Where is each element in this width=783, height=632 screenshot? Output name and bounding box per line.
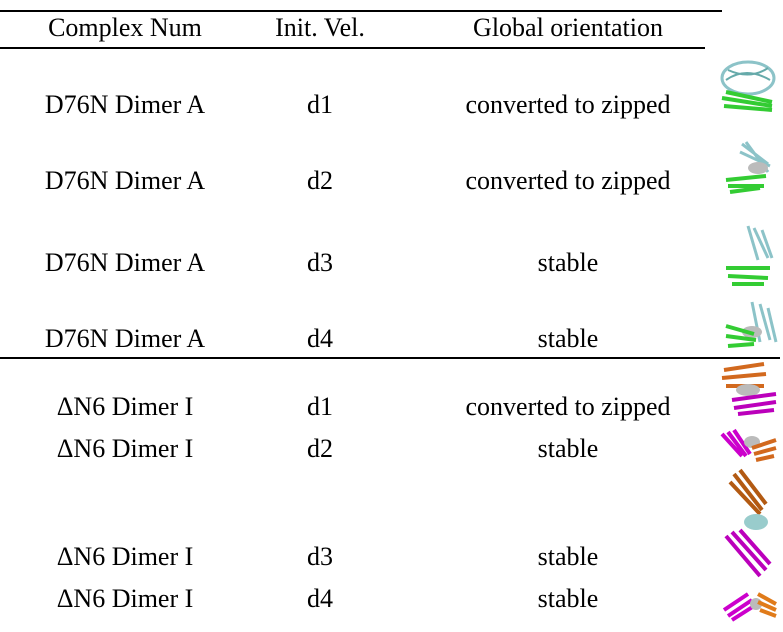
table-cell: d1 <box>307 392 333 421</box>
protein-structure-image <box>720 60 776 112</box>
table-cell: ΔN6 Dimer I <box>56 584 194 613</box>
top-rule <box>0 10 722 12</box>
header-cell: Complex Num <box>48 13 202 42</box>
protein-structure-image <box>721 362 777 416</box>
group-rule <box>0 357 780 359</box>
table-cell: converted to zipped <box>465 166 671 195</box>
table-cell: converted to zipped <box>465 392 671 421</box>
protein-structure-image <box>720 428 777 462</box>
table-cell: d2 <box>307 434 333 463</box>
table-cell: d4 <box>307 324 333 353</box>
table-cell: D76N Dimer A <box>44 166 206 195</box>
table-cell: ΔN6 Dimer I <box>56 434 194 463</box>
protein-structure-image <box>725 301 778 348</box>
table-cell: d3 <box>307 248 333 277</box>
table-cell: d1 <box>307 90 333 119</box>
table-cell: d3 <box>307 542 333 571</box>
table-cell: ΔN6 Dimer I <box>56 392 194 421</box>
protein-structure-image <box>724 468 772 578</box>
protein-structure-image <box>725 141 771 194</box>
table-cell: D76N Dimer A <box>44 248 206 277</box>
table-cell: stable <box>537 434 599 463</box>
header-cell: Init. Vel. <box>275 13 365 42</box>
table-cell: D76N Dimer A <box>44 324 206 353</box>
table-cell: d4 <box>307 584 333 613</box>
table-cell: converted to zipped <box>465 90 671 119</box>
table-cell: ΔN6 Dimer I <box>56 542 194 571</box>
table-cell: stable <box>537 542 599 571</box>
protein-structure-image <box>726 225 774 286</box>
table-cell: d2 <box>307 166 333 195</box>
protein-structure-image <box>722 592 777 622</box>
table-cell: stable <box>537 248 599 277</box>
table-cell: D76N Dimer A <box>44 90 206 119</box>
header-rule <box>0 47 705 49</box>
header-cell: Global orientation <box>473 13 663 42</box>
table-cell: stable <box>537 324 599 353</box>
table-cell: stable <box>537 584 599 613</box>
